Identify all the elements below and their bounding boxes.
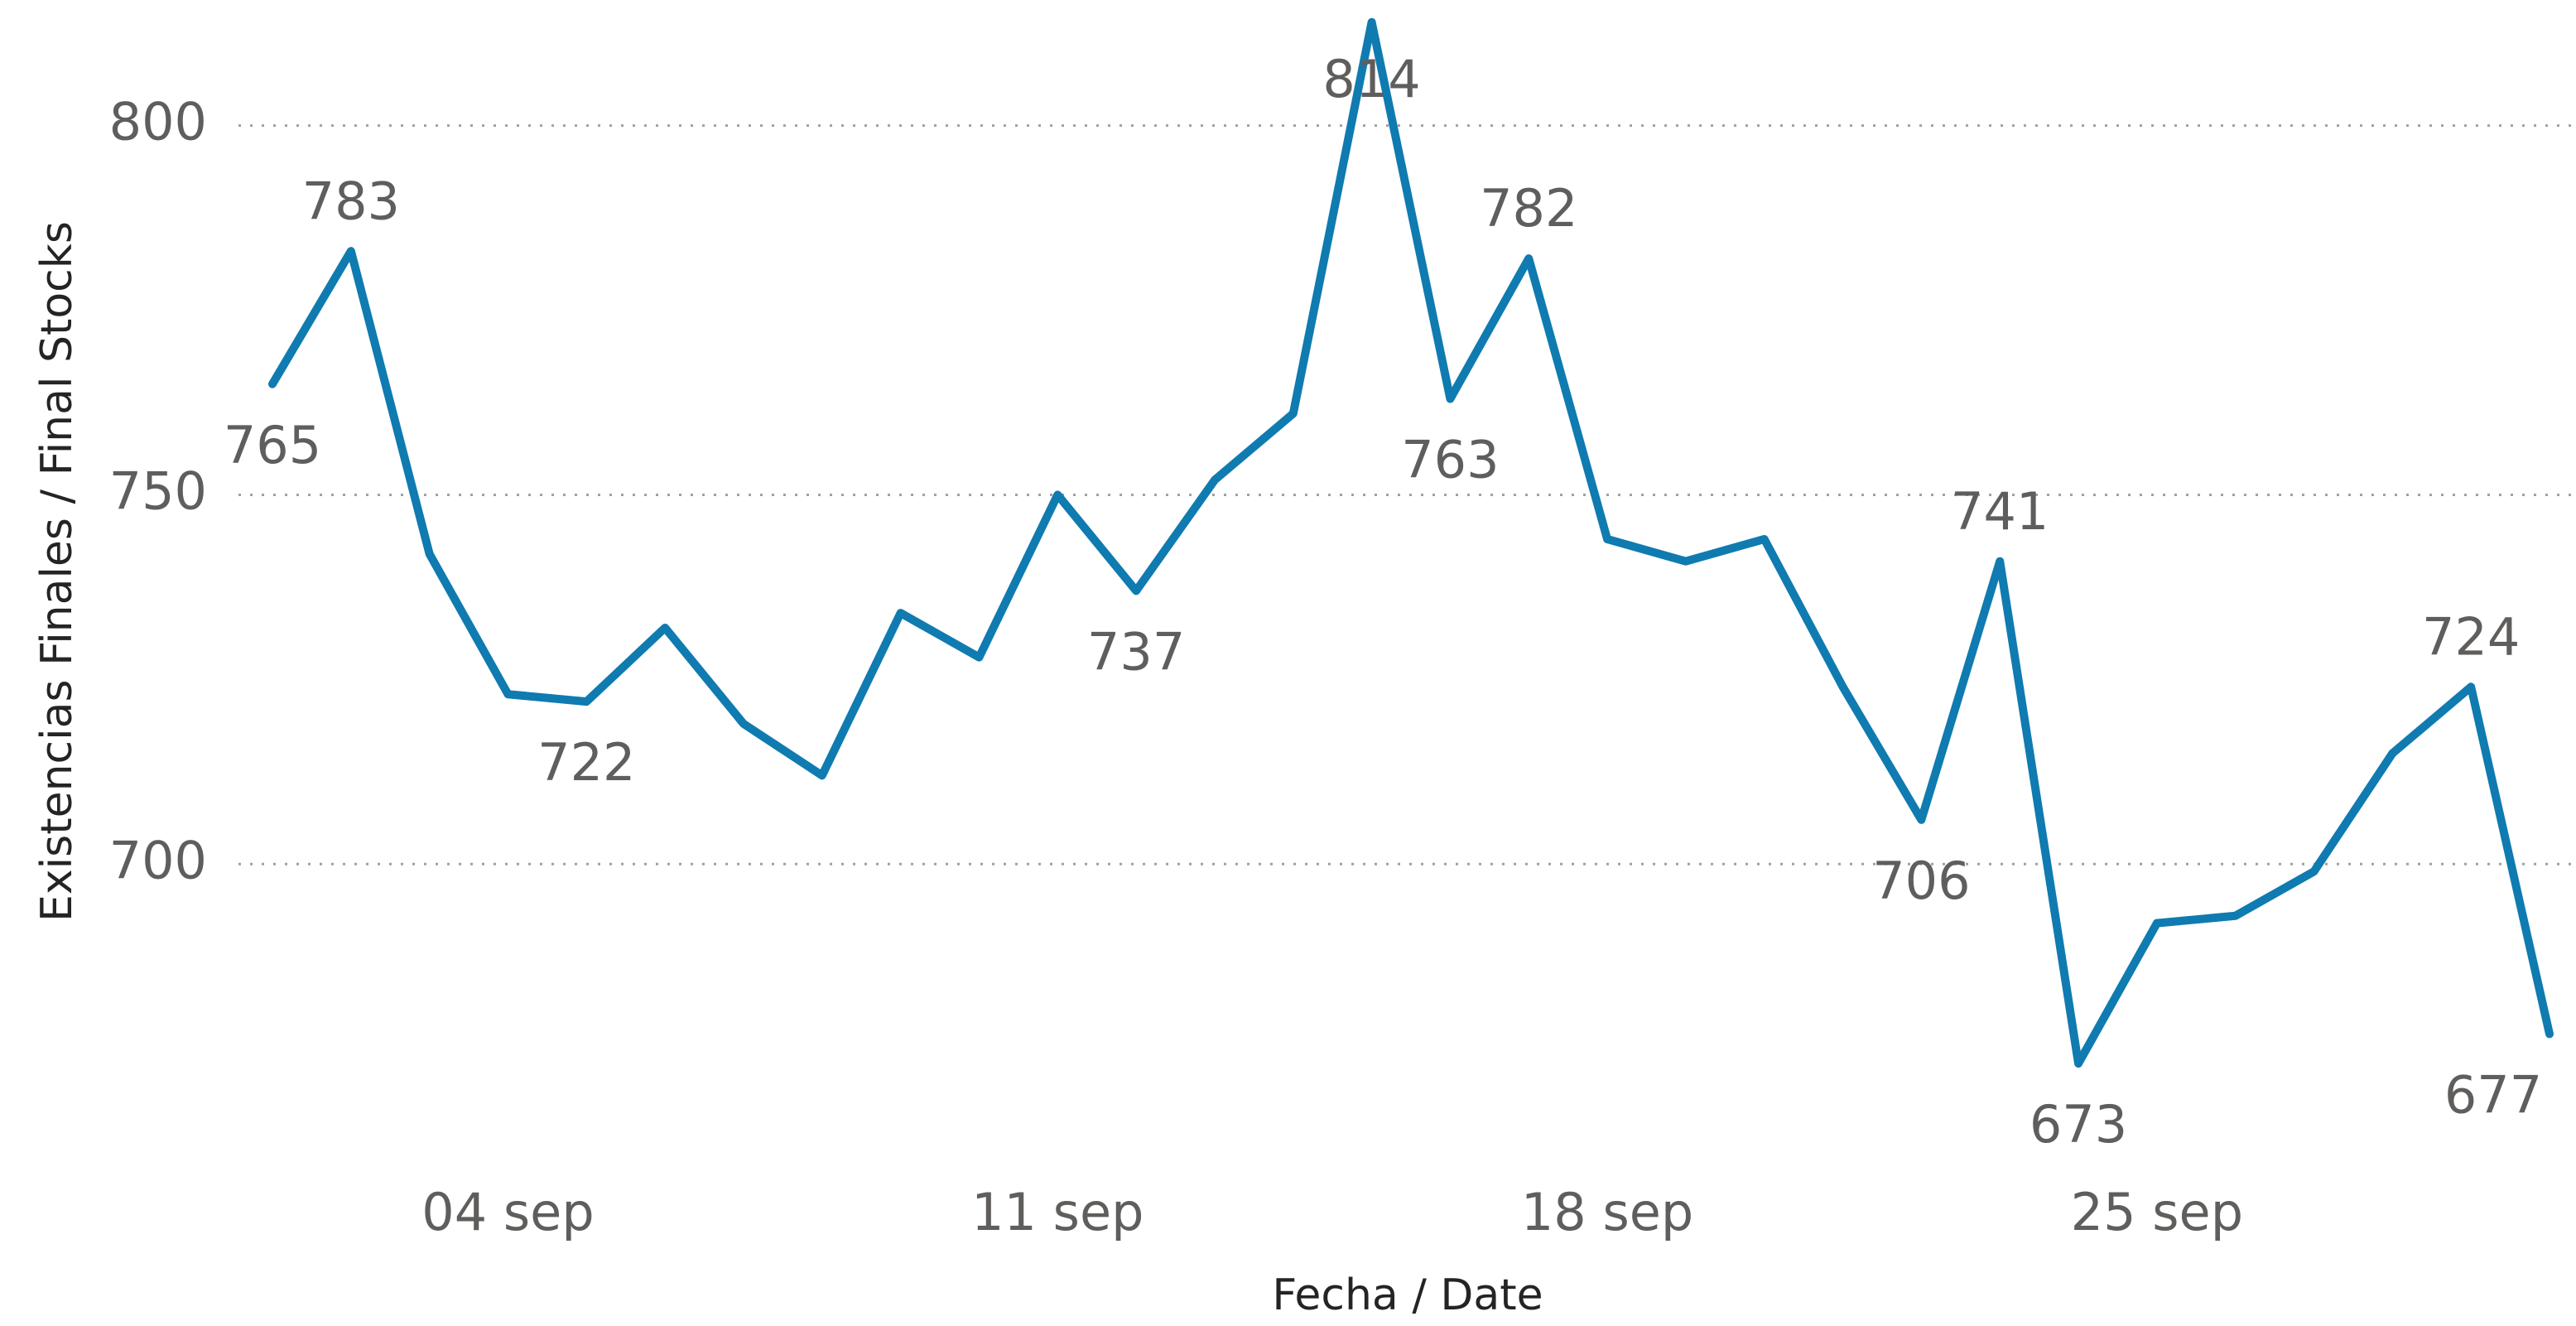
y-tick-label: 700 (109, 830, 207, 890)
x-tick-label: 11 sep (971, 1182, 1144, 1242)
data-label: 724 (2422, 606, 2520, 667)
data-label: 782 (1480, 178, 1577, 239)
y-tick-label: 750 (109, 461, 207, 522)
data-label: 677 (2444, 1065, 2542, 1126)
data-label: 737 (1087, 621, 1185, 682)
x-tick-label: 18 sep (1521, 1182, 1693, 1242)
data-label: 722 (537, 732, 635, 793)
data-label: 673 (2030, 1094, 2127, 1155)
data-label: 763 (1401, 430, 1499, 490)
data-label: 814 (1322, 49, 1420, 109)
y-axis-title: Existencias Finales / Final Stocks (32, 221, 82, 922)
data-label: 741 (1951, 481, 2049, 542)
data-label: 706 (1872, 851, 1970, 911)
data-label: 783 (302, 171, 400, 231)
line-series (268, 17, 2554, 1068)
y-tick-label: 800 (109, 92, 207, 152)
data-label: 765 (224, 415, 321, 475)
x-tick-label: 25 sep (2071, 1182, 2243, 1242)
x-tick-label: 04 sep (421, 1182, 594, 1242)
x-axis-title: Fecha / Date (1272, 1271, 1543, 1320)
